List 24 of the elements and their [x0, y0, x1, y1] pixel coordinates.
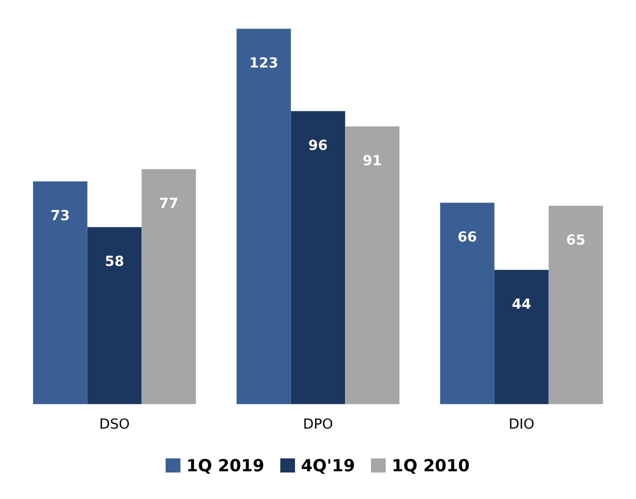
bar: [345, 126, 400, 404]
legend-label: 1Q 2010: [394, 458, 469, 474]
bar: [494, 270, 549, 404]
data-label: 96: [309, 140, 327, 150]
bar: [440, 202, 494, 404]
data-label: 58: [106, 256, 124, 266]
legend-label: 1Q 2019: [188, 458, 264, 474]
data-label: 123: [250, 57, 278, 68]
x-tick-label: DIO: [510, 418, 534, 429]
bar: [236, 28, 291, 404]
bar: [142, 169, 196, 404]
data-label: 73: [51, 210, 69, 220]
bar: [548, 206, 603, 404]
data-label: 65: [566, 234, 584, 245]
bar: [87, 227, 142, 404]
legend-label: 4Q'19: [302, 458, 354, 474]
data-label: 66: [458, 231, 476, 242]
bar: [33, 181, 88, 404]
data-label: 77: [160, 198, 178, 208]
x-tick-label: DPO: [304, 418, 332, 429]
bar: [290, 111, 346, 404]
data-label: 44: [512, 298, 531, 309]
x-tick-label: DSO: [100, 418, 129, 429]
data-label: 91: [363, 154, 381, 166]
